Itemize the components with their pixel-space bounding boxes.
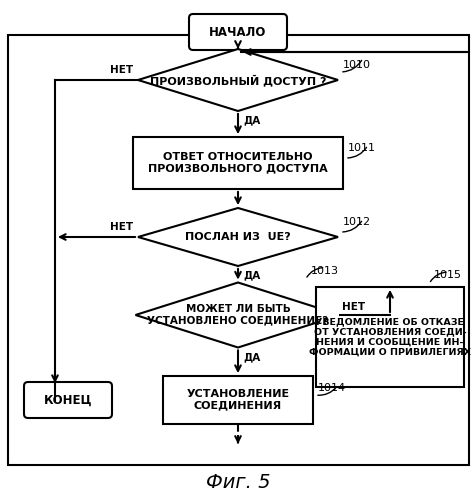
Text: 1012: 1012 (342, 217, 370, 227)
Text: ДА: ДА (242, 270, 260, 280)
Text: НАЧАЛО: НАЧАЛО (209, 26, 266, 38)
Text: МОЖЕТ ЛИ БЫТЬ
УСТАНОВЛЕНО СОЕДИНЕНИЕ?: МОЖЕТ ЛИ БЫТЬ УСТАНОВЛЕНО СОЕДИНЕНИЕ? (147, 304, 328, 326)
Text: ДА: ДА (242, 352, 260, 362)
Text: НЕТ: НЕТ (109, 222, 133, 232)
Text: 1014: 1014 (317, 383, 346, 393)
Text: КОНЕЦ: КОНЕЦ (44, 394, 92, 406)
Bar (8, 35, 468, 465)
Polygon shape (138, 49, 337, 111)
Text: ОТВЕТ ОТНОСИТЕЛЬНО
ПРОИЗВОЛЬНОГО ДОСТУПА: ОТВЕТ ОТНОСИТЕЛЬНО ПРОИЗВОЛЬНОГО ДОСТУПА (148, 152, 327, 174)
Text: ПОСЛАН ИЗ  UE?: ПОСЛАН ИЗ UE? (185, 232, 290, 242)
Polygon shape (135, 282, 340, 348)
Text: 1013: 1013 (310, 266, 338, 276)
Text: 1011: 1011 (347, 143, 375, 153)
Text: 1010: 1010 (342, 60, 370, 70)
FancyBboxPatch shape (24, 382, 112, 418)
Polygon shape (138, 208, 337, 266)
Text: Фиг. 5: Фиг. 5 (205, 472, 270, 492)
FancyBboxPatch shape (188, 14, 287, 50)
Text: УСТАНОВЛЕНИЕ
СОЕДИНЕНИЯ: УСТАНОВЛЕНИЕ СОЕДИНЕНИЯ (186, 389, 289, 411)
Text: НЕТ: НЕТ (342, 302, 365, 312)
Text: 1015: 1015 (433, 270, 461, 280)
Text: ПРОИЗВОЛЬНЫЙ ДОСТУП ?: ПРОИЗВОЛЬНЫЙ ДОСТУП ? (149, 74, 326, 86)
Text: ДА: ДА (242, 115, 260, 125)
Text: НЕТ: НЕТ (109, 65, 133, 75)
Bar (133, 137, 342, 189)
Bar (163, 376, 312, 424)
Bar (315, 287, 463, 387)
Text: УВЕДОМЛЕНИЕ ОБ ОТКАЗЕ
ОТ УСТАНОВЛЕНИЯ СОЕДИ-
НЕНИЯ И СООБЩЕНИЕ ИН-
ФОРМАЦИИ О ПР: УВЕДОМЛЕНИЕ ОБ ОТКАЗЕ ОТ УСТАНОВЛЕНИЯ СО… (308, 317, 470, 357)
